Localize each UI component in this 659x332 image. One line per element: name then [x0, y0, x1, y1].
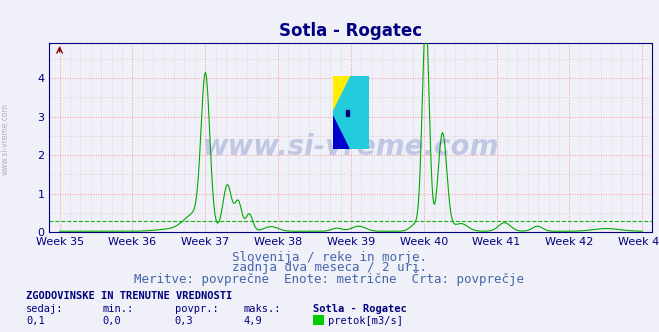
Text: maks.:: maks.: [244, 304, 281, 314]
Text: sedaj:: sedaj: [26, 304, 64, 314]
Text: povpr.:: povpr.: [175, 304, 218, 314]
Polygon shape [333, 76, 369, 149]
Bar [347, 110, 349, 116]
Text: Meritve: povprečne  Enote: metrične  Črta: povprečje: Meritve: povprečne Enote: metrične Črta:… [134, 271, 525, 287]
Text: 0,3: 0,3 [175, 316, 193, 326]
Text: Slovenija / reke in morje.: Slovenija / reke in morje. [232, 251, 427, 264]
Text: 0,0: 0,0 [102, 316, 121, 326]
Text: Sotla - Rogatec: Sotla - Rogatec [313, 304, 407, 314]
Text: www.si-vreme.com: www.si-vreme.com [203, 133, 499, 161]
Text: 4,9: 4,9 [244, 316, 262, 326]
Bar [333, 76, 351, 113]
Text: zadnja dva meseca / 2 uri.: zadnja dva meseca / 2 uri. [232, 261, 427, 274]
Text: 0,1: 0,1 [26, 316, 45, 326]
Text: pretok[m3/s]: pretok[m3/s] [328, 316, 403, 326]
Text: ZGODOVINSKE IN TRENUTNE VREDNOSTI: ZGODOVINSKE IN TRENUTNE VREDNOSTI [26, 291, 233, 301]
Text: min.:: min.: [102, 304, 133, 314]
Title: Sotla - Rogatec: Sotla - Rogatec [279, 22, 422, 40]
Text: www.si-vreme.com: www.si-vreme.com [1, 104, 10, 175]
Polygon shape [333, 113, 351, 149]
